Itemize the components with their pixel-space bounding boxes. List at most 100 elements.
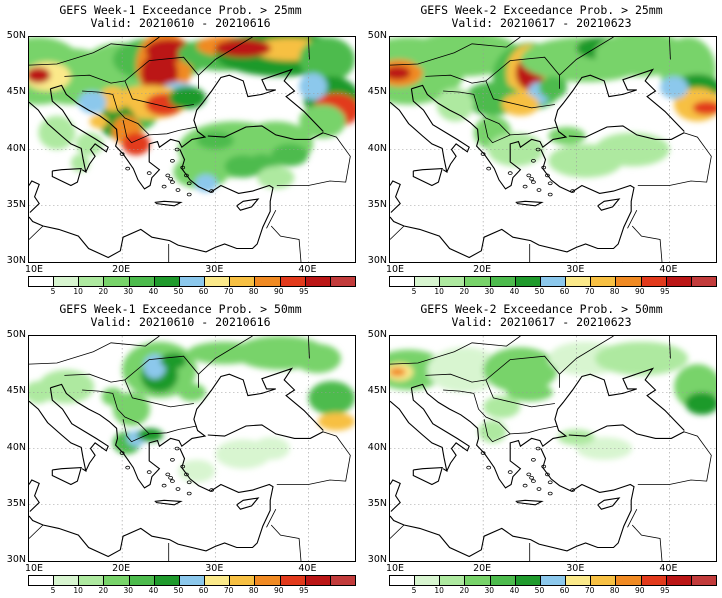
longitude-label: 40E: [298, 563, 317, 574]
country-border: [390, 524, 405, 539]
coastline: [411, 68, 685, 190]
probability-area: [38, 369, 95, 404]
panel-valid-dates: Valid: 20210610 - 20210616: [90, 315, 271, 329]
probability-area: [576, 437, 633, 460]
probability-area: [594, 341, 689, 376]
country-border: [473, 393, 558, 435]
map-panel-3: GEFS Week-1 Exceedance Prob. > 50mm Valid…: [0, 299, 361, 598]
latitude-label: 40N: [367, 441, 387, 453]
colorbar-label: 40: [148, 586, 159, 595]
colorbar-swatch: [305, 277, 331, 286]
island: [541, 464, 547, 469]
colorbar-swatch: [440, 576, 466, 585]
country-border: [266, 509, 277, 528]
colorbar-swatch: [280, 576, 306, 585]
island: [507, 171, 513, 175]
latitude-label: 30N: [367, 255, 387, 266]
island: [180, 165, 186, 170]
colorbar: [389, 276, 717, 287]
colorbar-swatch: [566, 277, 592, 286]
colorbar-swatch: [691, 277, 717, 286]
island: [535, 147, 541, 152]
colorbar-swatch: [591, 277, 617, 286]
island: [535, 446, 541, 451]
colorbar-label: 50: [534, 287, 545, 296]
map-panel-1: GEFS Week-1 Exceedance Prob. > 25mm Valid…: [0, 0, 361, 299]
colorbar-swatch: [440, 277, 466, 286]
island: [547, 480, 553, 485]
probability-area: [101, 387, 125, 406]
island: [125, 465, 131, 470]
colorbar-swatch: [490, 576, 516, 585]
island: [169, 479, 175, 483]
country-border: [308, 37, 310, 60]
probability-area: [478, 420, 507, 443]
coastline: [412, 168, 443, 187]
colorbar-label: 80: [248, 287, 259, 296]
country-border: [29, 37, 160, 66]
island: [186, 181, 192, 186]
country-border: [64, 56, 199, 89]
probability-area: [408, 37, 521, 77]
probability-area: [436, 87, 474, 122]
coastline: [236, 497, 260, 510]
island: [570, 488, 576, 492]
probability-area: [483, 347, 558, 393]
colorbar-swatch: [179, 277, 206, 286]
longitude-label: 40E: [659, 563, 678, 574]
coastline: [51, 168, 82, 187]
country-border: [637, 132, 712, 186]
country-border: [390, 37, 521, 66]
colorbar-label: 30: [123, 287, 134, 296]
colorbar-swatch: [616, 277, 642, 286]
coastline: [49, 387, 109, 472]
island: [526, 173, 532, 178]
colorbar-label: 95: [660, 586, 670, 595]
island: [530, 479, 536, 483]
island: [547, 181, 553, 186]
country-border: [29, 524, 44, 539]
island: [544, 472, 550, 477]
probability-area: [506, 383, 553, 402]
coastline: [50, 68, 324, 190]
island: [547, 192, 553, 197]
colorbar-label: 5: [411, 287, 417, 296]
island: [165, 173, 171, 178]
coastline: [390, 400, 448, 473]
coastline: [29, 101, 87, 174]
panel-valid-dates: Valid: 20210610 - 20210616: [90, 16, 271, 30]
country-border: [473, 94, 558, 136]
island: [175, 487, 181, 491]
probability-area: [308, 381, 355, 415]
island: [547, 491, 553, 496]
country-border: [198, 336, 253, 375]
colorbar-label: 40: [148, 287, 159, 296]
longitude-label: 40E: [659, 264, 678, 275]
colorbar-label: 30: [484, 586, 495, 595]
colorbar-label: 20: [459, 586, 469, 595]
colorbar: [28, 276, 356, 287]
colorbar-label: 80: [248, 586, 259, 595]
latitude-label: 40N: [6, 142, 26, 154]
coastline: [597, 497, 621, 510]
country-border: [308, 336, 310, 359]
panel-title: GEFS Week-2 Exceedance Prob. > 50mm: [420, 302, 663, 316]
coastline: [597, 198, 621, 211]
island: [180, 464, 186, 469]
latitude-label: 50N: [367, 329, 387, 340]
coastline: [515, 200, 544, 207]
latitude-label: 35N: [367, 497, 387, 509]
colorbar-swatch: [104, 576, 130, 585]
colorbar-swatch: [515, 576, 541, 585]
country-border: [637, 431, 712, 485]
island: [530, 180, 536, 184]
colorbar-swatch: [305, 576, 331, 585]
coastline: [390, 180, 401, 213]
probability-area: [299, 104, 346, 139]
probability-area: [89, 114, 109, 129]
longitude-label: 20E: [473, 264, 492, 275]
longitude-label: 30E: [566, 563, 585, 574]
colorbar-label: 90: [273, 287, 284, 296]
probability-shading: [29, 336, 355, 483]
country-border: [425, 56, 560, 89]
